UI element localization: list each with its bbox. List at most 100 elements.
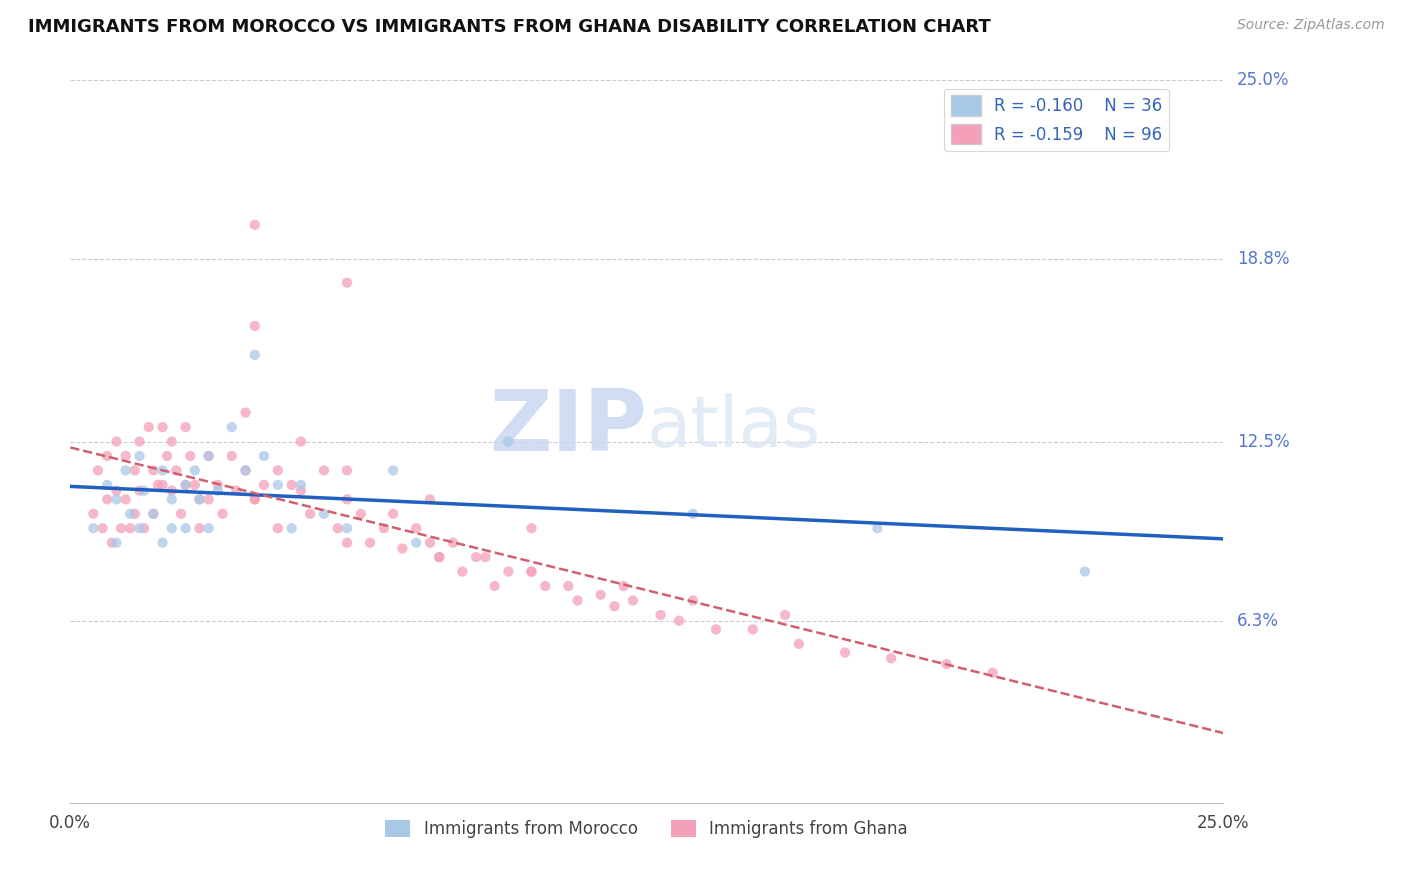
Point (174, 478, 197, 492)
Point (243, 348, 266, 362)
Point (280, 478, 302, 492)
Point (520, 565, 543, 579)
Point (235, 406, 257, 420)
Point (146, 478, 169, 492)
Point (160, 483, 183, 498)
Point (704, 623, 727, 637)
Point (188, 492, 211, 507)
Point (326, 521, 349, 535)
Point (179, 449, 201, 463)
Point (405, 521, 427, 535)
Point (105, 535, 128, 549)
Point (235, 463, 257, 477)
Point (142, 507, 165, 521)
Point (152, 463, 174, 477)
Point (253, 478, 276, 492)
Point (373, 521, 395, 535)
Point (267, 463, 290, 477)
Point (114, 492, 136, 507)
Point (336, 535, 359, 549)
Point (787, 637, 810, 651)
Point (160, 492, 183, 507)
Point (197, 449, 219, 463)
Point (359, 535, 381, 549)
Point (336, 492, 359, 507)
Point (174, 420, 197, 434)
Point (267, 478, 290, 492)
Point (128, 483, 150, 498)
Point (243, 318, 266, 333)
Point (120, 507, 142, 521)
Point (235, 463, 257, 477)
Point (160, 434, 183, 449)
Point (211, 507, 233, 521)
Point (391, 541, 413, 556)
Point (299, 507, 322, 521)
Point (156, 449, 179, 463)
Point (165, 463, 187, 477)
Point (603, 599, 626, 614)
Point (124, 507, 146, 521)
Point (336, 276, 359, 290)
Point (834, 646, 856, 660)
Point (405, 535, 427, 549)
Point (142, 507, 165, 521)
Point (880, 651, 903, 665)
Point (350, 507, 373, 521)
Point (336, 521, 359, 535)
Point (221, 449, 243, 463)
Point (243, 492, 266, 507)
Point (451, 565, 474, 579)
Point (280, 521, 302, 535)
Point (207, 483, 229, 498)
Point (225, 483, 247, 498)
Point (128, 521, 150, 535)
Point (138, 420, 160, 434)
Point (427, 550, 450, 565)
Point (465, 550, 488, 565)
Text: 6.3%: 6.3% (1237, 612, 1279, 630)
Point (105, 492, 128, 507)
Point (741, 623, 763, 637)
Point (441, 535, 464, 549)
Point (935, 657, 957, 671)
Point (243, 218, 266, 232)
Point (101, 535, 124, 549)
Point (312, 463, 335, 477)
Point (174, 521, 197, 535)
Point (96, 492, 118, 507)
Point (613, 579, 636, 593)
Point (243, 492, 266, 507)
Point (184, 478, 207, 492)
Point (188, 521, 211, 535)
Point (474, 550, 496, 565)
Text: Source: ZipAtlas.com: Source: ZipAtlas.com (1237, 18, 1385, 32)
Point (128, 449, 150, 463)
Point (96, 478, 118, 492)
Point (498, 565, 520, 579)
Point (160, 521, 183, 535)
Point (290, 478, 312, 492)
Point (96, 449, 118, 463)
Point (152, 420, 174, 434)
Point (132, 483, 155, 498)
Point (110, 521, 132, 535)
Point (382, 463, 405, 477)
Point (682, 593, 704, 607)
Point (197, 449, 219, 463)
Point (221, 420, 243, 434)
Point (207, 478, 229, 492)
Point (105, 483, 128, 498)
Point (567, 593, 589, 607)
Point (188, 492, 211, 507)
Point (498, 434, 520, 449)
Point (312, 507, 335, 521)
Point (668, 614, 690, 628)
Point (82, 521, 104, 535)
Text: ZIP: ZIP (489, 385, 647, 468)
Text: IMMIGRANTS FROM MOROCCO VS IMMIGRANTS FROM GHANA DISABILITY CORRELATION CHART: IMMIGRANTS FROM MOROCCO VS IMMIGRANTS FR… (28, 18, 991, 36)
Point (520, 521, 543, 535)
Text: atlas: atlas (647, 392, 821, 461)
Text: 12.5%: 12.5% (1237, 433, 1289, 450)
Point (82, 507, 104, 521)
